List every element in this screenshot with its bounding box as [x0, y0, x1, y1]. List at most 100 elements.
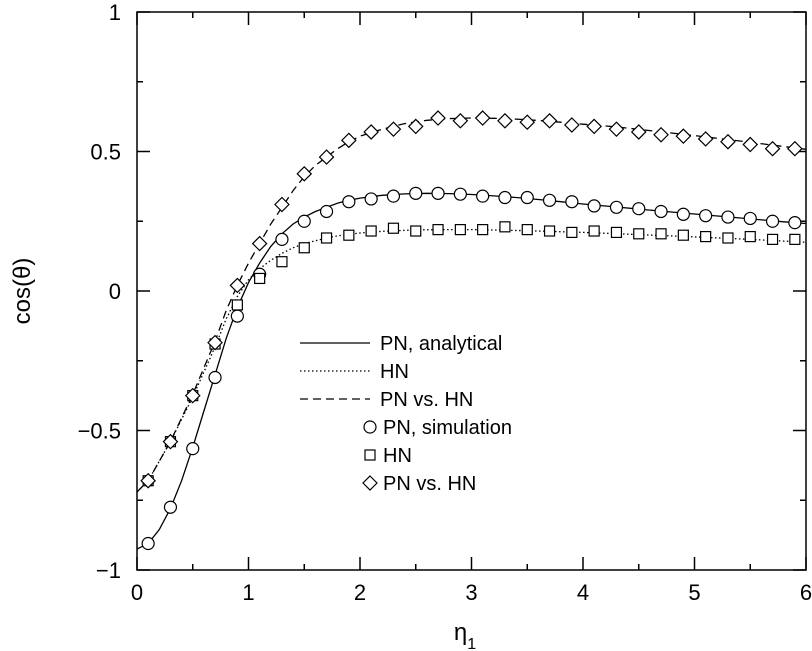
legend-label: PN vs. HN: [380, 389, 473, 411]
diamond-marker: [430, 110, 446, 126]
circle-marker: [565, 195, 579, 209]
axis-tick-labels: 0 1 2 3 4 5 6 −1 −0.5 0 0.5 1: [78, 0, 812, 605]
legend-label: HN: [380, 361, 409, 383]
square-marker: [343, 229, 355, 241]
square-marker: [588, 225, 600, 237]
circle-marker: [632, 202, 646, 216]
diamond-marker: [519, 114, 536, 131]
diamond-marker: [452, 112, 469, 129]
diamond-marker: [229, 277, 246, 294]
x-tick-label: 3: [465, 580, 477, 605]
square-marker: [477, 224, 489, 236]
y-tick-label: −1: [96, 558, 121, 583]
diamond-marker: [385, 121, 402, 138]
circle-marker: [788, 216, 802, 230]
square-marker: [454, 224, 466, 236]
series-line-solid: [136, 192, 807, 550]
square-marker: [766, 233, 779, 245]
diamond-marker: [318, 149, 335, 165]
circle-marker: [542, 193, 557, 207]
square-marker: [543, 225, 556, 237]
legend-circle-marker: [363, 420, 377, 434]
diamond-marker: [742, 136, 759, 153]
circle-marker: [386, 189, 401, 203]
axis-ticks: [136, 11, 807, 571]
square-marker: [254, 272, 266, 285]
circle-marker: [676, 207, 690, 221]
x-tick-label: 1: [242, 580, 254, 605]
circle-marker: [609, 200, 624, 214]
circle-marker: [275, 232, 289, 246]
diamond-marker: [207, 334, 223, 351]
diamond-marker: [474, 110, 491, 126]
diamond-marker: [608, 121, 625, 138]
square-marker: [610, 226, 623, 239]
y-axis-label: cos(θ): [9, 258, 36, 325]
x-axis-label: η1: [454, 619, 476, 651]
legend-diamond-marker: [362, 475, 378, 491]
diamond-marker: [296, 165, 313, 182]
diamond-marker: [675, 128, 692, 145]
circle-marker: [342, 195, 356, 209]
diamond-marker: [274, 196, 290, 213]
x-tick-label: 4: [577, 580, 589, 605]
legend-square-marker: [364, 449, 376, 461]
circle-marker: [587, 199, 601, 213]
diamond-marker: [363, 124, 379, 140]
circle-marker: [208, 370, 222, 385]
square-marker: [231, 299, 243, 311]
legend-label: PN, simulation: [383, 417, 512, 439]
square-marker: [410, 225, 422, 237]
square-marker: [633, 228, 645, 240]
series-line-dotted: [136, 228, 807, 493]
square-marker: [521, 224, 533, 236]
circle-marker: [520, 190, 534, 205]
circle-marker: [163, 500, 178, 514]
square-marker: [700, 230, 712, 243]
diamond-marker: [341, 132, 357, 149]
circle-marker: [186, 442, 200, 456]
y-tick-label: 0.5: [90, 140, 121, 165]
square-marker: [320, 232, 333, 244]
square-marker: [499, 221, 511, 233]
square-marker: [298, 242, 310, 254]
x-axis-label-main: η: [454, 619, 467, 646]
circle-marker: [409, 186, 423, 200]
diamond-marker: [653, 126, 669, 143]
circle-marker: [319, 204, 334, 219]
square-marker: [744, 230, 756, 243]
legend-label: PN vs. HN: [383, 473, 476, 495]
square-marker: [655, 228, 667, 240]
circle-marker: [431, 186, 445, 200]
diamond-marker: [630, 124, 647, 140]
diamond-marker: [564, 117, 580, 133]
diamond-marker: [407, 118, 424, 135]
circle-marker: [476, 189, 490, 203]
x-tick-label: 0: [131, 580, 143, 605]
legend: PN, analytical HN PN vs. HN PN, simulation H…: [300, 333, 512, 495]
circle-marker: [654, 204, 668, 219]
x-axis-label-subscript: 1: [467, 636, 476, 651]
square-marker: [566, 226, 578, 239]
square-marker: [432, 224, 444, 236]
x-tick-label: 5: [688, 580, 700, 605]
x-tick-label: 2: [354, 580, 366, 605]
circle-marker: [297, 214, 311, 228]
circle-marker: [141, 536, 155, 551]
series-markers: [140, 110, 803, 551]
circle-marker: [743, 211, 757, 226]
diamond-marker: [140, 472, 156, 489]
y-tick-label: 1: [109, 0, 121, 25]
circle-marker: [364, 192, 378, 206]
diamond-marker: [787, 140, 803, 157]
y-tick-label: 0: [109, 279, 121, 304]
diamond-marker: [162, 433, 179, 450]
square-marker: [276, 256, 288, 268]
diamond-marker: [541, 112, 558, 129]
square-marker: [387, 222, 400, 234]
diamond-marker: [586, 118, 602, 135]
circle-marker: [721, 210, 735, 224]
legend-label: PN, analytical: [380, 333, 502, 355]
diamond-marker: [764, 140, 781, 157]
diamond-marker: [251, 235, 268, 252]
